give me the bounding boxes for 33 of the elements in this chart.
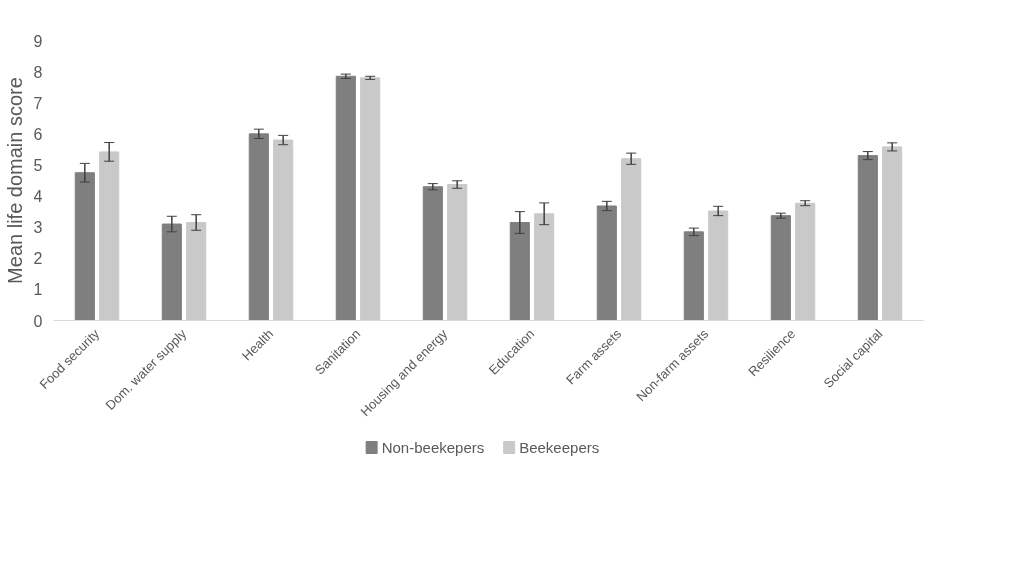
y-tick-label: 9 [33, 32, 43, 50]
y-tick-label: 3 [33, 219, 43, 237]
y-tick-label: 1 [33, 281, 43, 299]
y-axis-title: Mean life domain score [3, 77, 26, 284]
y-tick-label: 6 [33, 125, 43, 143]
bar [509, 222, 530, 321]
bar [161, 223, 182, 321]
bar [74, 172, 95, 321]
bar [360, 77, 381, 321]
bar [596, 205, 617, 321]
bar [335, 75, 356, 321]
y-tick-label: 8 [33, 63, 43, 81]
bar [273, 139, 294, 321]
y-tick-label: 0 [33, 312, 43, 330]
bar [248, 133, 269, 321]
y-tick-label: 5 [33, 156, 43, 174]
legend-label: Non-beekepers [381, 439, 485, 456]
y-tick-label: 7 [33, 94, 43, 112]
bar [857, 155, 878, 321]
bar [447, 184, 468, 321]
bar [882, 146, 903, 321]
bar [99, 151, 120, 321]
bar [708, 210, 729, 321]
bar [621, 158, 642, 321]
y-tick-label: 2 [33, 250, 43, 268]
bar [186, 222, 207, 321]
bar [534, 213, 555, 321]
bar [770, 215, 791, 321]
bar [422, 186, 443, 321]
y-tick-label: 4 [33, 188, 43, 206]
bar [683, 231, 704, 321]
bar [795, 202, 816, 321]
legend-label: Beekeepers [519, 439, 600, 456]
